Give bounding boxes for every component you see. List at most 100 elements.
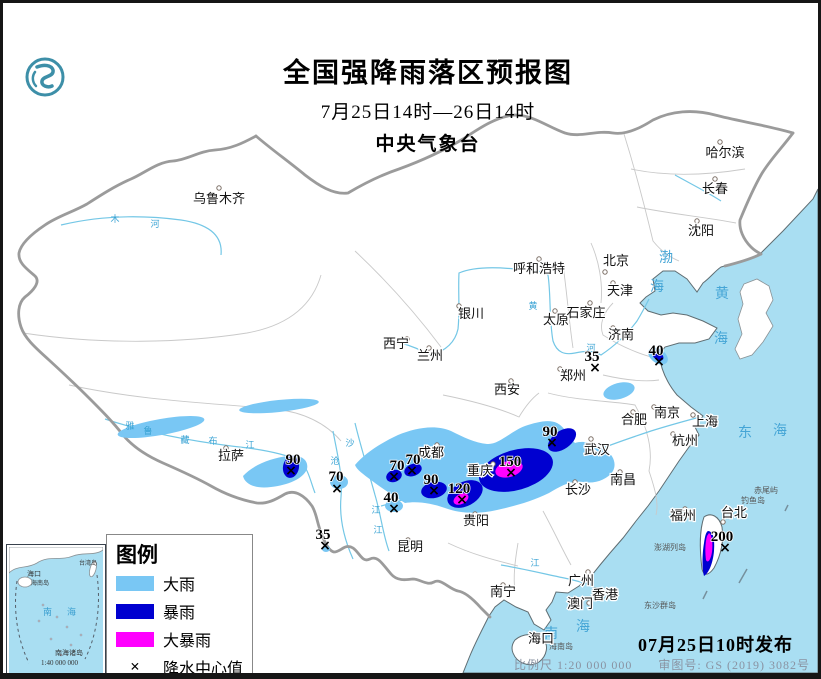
precip-center-symbol: × — [130, 657, 140, 676]
city-label-福州: 福州 — [670, 508, 696, 523]
legend-label-1: 暴雨 — [163, 605, 196, 622]
precip-value-12: 200 — [711, 529, 734, 545]
precip-x-mark-7: × — [456, 492, 468, 508]
city-label-贵阳: 贵阳 — [463, 513, 489, 528]
city-marker-贵阳 — [472, 511, 478, 517]
precip-x-mark-3: × — [388, 469, 400, 485]
city-marker-广州 — [585, 569, 591, 575]
precip-value-11: 40 — [649, 343, 664, 359]
sea-label-2: 黄 — [715, 285, 729, 302]
city-marker-香港 — [592, 587, 598, 593]
city-marker-郑州 — [557, 366, 563, 372]
island-label-2: 钓鱼岛 — [741, 495, 765, 505]
page-title: 全国强降雨落区预报图 — [283, 58, 573, 88]
precip-value-7: 120 — [448, 481, 471, 497]
city-label-西宁: 西宁 — [383, 336, 409, 351]
river-label-7: 黄 — [528, 300, 537, 311]
scale-label: 比例尺 1:20 000 000 — [513, 658, 633, 672]
city-marker-石家庄 — [587, 300, 593, 306]
city-label-郑州: 郑州 — [560, 368, 586, 383]
precip-value-4: 70 — [406, 452, 421, 468]
legend-row-1: 暴雨 — [116, 597, 252, 625]
river-label-8: 河 — [586, 342, 595, 353]
precip-x-mark-12: × — [719, 540, 731, 556]
precip-x-mark-6: × — [388, 501, 400, 517]
river-label-11: 江 — [371, 505, 380, 515]
city-label-沈阳: 沈阳 — [688, 223, 714, 238]
city-marker-昆明 — [405, 537, 411, 543]
precip-x-mark-8: × — [505, 465, 517, 481]
city-marker-长沙 — [572, 479, 578, 485]
city-label-杭州: 杭州 — [672, 433, 698, 448]
hainan-island — [511, 634, 547, 666]
precip-center-label: 降水中心值 — [163, 661, 244, 678]
city-marker-呼和浩特 — [536, 256, 542, 262]
city-label-澳门: 澳门 — [567, 596, 593, 611]
forecast-time-range: 7月25日14时—26日14时 — [320, 102, 536, 123]
inset-sea-label-2: 海 — [67, 607, 79, 617]
river-label-5: 布 — [208, 435, 217, 446]
city-label-南京: 南京 — [654, 405, 680, 420]
river-label-2: 雅 — [125, 420, 134, 431]
precip-x-mark-4: × — [406, 463, 418, 479]
island-label-1: 东沙群岛 — [644, 600, 676, 610]
legend-rows: 大雨 暴雨 大暴雨 — [116, 569, 252, 653]
city-marker-乌鲁木齐 — [216, 185, 222, 191]
city-label-石家庄: 石家庄 — [566, 305, 605, 320]
cma-logo-icon — [25, 57, 65, 97]
river-label-0: 木 — [110, 213, 119, 224]
sea-label-1: 海 — [650, 279, 664, 295]
severe-rainstorm-areas — [453, 460, 713, 562]
city-marker-北京 — [602, 269, 608, 275]
legend-label-0: 大雨 — [163, 577, 196, 594]
precip-value-8: 150 — [499, 454, 522, 470]
city-label-上海: 上海 — [692, 414, 718, 429]
city-marker-重庆 — [490, 461, 496, 467]
city-label-合肥: 合肥 — [621, 412, 647, 427]
river-label-4: 藏 — [180, 434, 189, 445]
inset-sea-label-1: 南 — [43, 607, 55, 617]
city-marker-南京 — [651, 404, 657, 410]
city-label-银川: 银川 — [458, 306, 484, 321]
korea-landmass — [734, 278, 774, 360]
river-label-12: 江 — [373, 525, 382, 535]
city-marker-兰州 — [426, 345, 432, 351]
sea-label-5: 海 — [773, 423, 787, 439]
island-label-4: 澎湖列岛 — [654, 542, 686, 552]
city-marker-济南 — [610, 325, 616, 331]
sea-label-0: 渤 — [659, 250, 673, 266]
city-label-重庆: 重庆 — [467, 463, 493, 478]
city-label-成都: 成都 — [418, 445, 444, 460]
city-marker-合肥 — [630, 409, 636, 415]
precip-x-mark-11: × — [653, 354, 665, 370]
river-label-1: 河 — [150, 218, 159, 229]
sea-label-4: 东 — [738, 425, 752, 441]
header-titles: 全国强降雨落区预报图 7月25日14时—26日14时 中央气象台 — [228, 51, 628, 156]
legend-label-2: 大暴雨 — [163, 633, 212, 650]
city-marker-西宁 — [404, 336, 410, 342]
inset-scale: 1:40 000 000 — [41, 659, 78, 667]
river-label-13: 江 — [530, 558, 539, 568]
legend-title: 图例 — [116, 543, 158, 567]
precip-value-3: 70 — [390, 458, 405, 474]
city-label-南昌: 南昌 — [610, 472, 636, 487]
city-label-乌鲁木齐: 乌鲁木齐 — [193, 191, 245, 206]
approval-number: 审图号: GS (2019) 3082号 — [658, 658, 810, 672]
river-label-10: 沙 — [345, 438, 354, 448]
city-marker-上海 — [690, 412, 696, 418]
agency-name: 中央气象台 — [375, 134, 481, 155]
city-marker-银川 — [456, 303, 462, 309]
legend-row-center: × 降水中心值 — [116, 653, 252, 678]
city-label-南宁: 南宁 — [490, 584, 516, 599]
city-label-香港: 香港 — [592, 587, 618, 602]
legend-swatch-1 — [116, 603, 154, 619]
city-marker-拉萨 — [223, 445, 229, 451]
city-marker-澳门 — [586, 600, 592, 606]
precip-value-1: 70 — [329, 469, 344, 485]
city-marker-西安 — [508, 378, 514, 384]
city-marker-南昌 — [617, 469, 623, 475]
city-label-太原: 太原 — [543, 312, 569, 327]
inset-map — [9, 547, 103, 664]
map-meta: 比例尺 1:20 000 000 审图号: GS (2019) 3082号 — [514, 656, 810, 673]
precip-x-mark-5: × — [428, 483, 440, 499]
